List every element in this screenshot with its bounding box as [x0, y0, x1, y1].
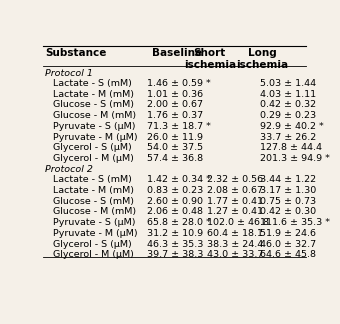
Text: Glucose - S (mM): Glucose - S (mM) — [52, 197, 134, 206]
Text: Protocol 2: Protocol 2 — [45, 165, 93, 174]
Text: 1.76 ± 0.37: 1.76 ± 0.37 — [147, 111, 203, 120]
Text: 46.0 ± 32.7: 46.0 ± 32.7 — [260, 239, 316, 249]
Text: 65.8 ± 28.0 *: 65.8 ± 28.0 * — [147, 218, 210, 227]
Text: 2.08 ± 0.67: 2.08 ± 0.67 — [207, 186, 263, 195]
Text: 102.0 ± 46.8: 102.0 ± 46.8 — [207, 218, 269, 227]
Text: 0.42 ± 0.30: 0.42 ± 0.30 — [260, 207, 316, 216]
Text: 92.9 ± 40.2 *: 92.9 ± 40.2 * — [260, 122, 324, 131]
Text: Long
ischemia: Long ischemia — [236, 48, 289, 70]
Text: 43.0 ± 33.7: 43.0 ± 33.7 — [207, 250, 264, 259]
Text: 1.77 ± 0.41: 1.77 ± 0.41 — [207, 197, 263, 206]
Text: 1.27 ± 0.41: 1.27 ± 0.41 — [207, 207, 263, 216]
Text: Glycerol - M (μM): Glycerol - M (μM) — [52, 250, 133, 259]
Text: 1.42 ± 0.34 *: 1.42 ± 0.34 * — [147, 175, 210, 184]
Text: 3.17 ± 1.30: 3.17 ± 1.30 — [260, 186, 316, 195]
Text: Glycerol - S (μM): Glycerol - S (μM) — [52, 144, 131, 152]
Text: 0.83 ± 0.23: 0.83 ± 0.23 — [147, 186, 203, 195]
Text: 0.29 ± 0.23: 0.29 ± 0.23 — [260, 111, 316, 120]
Text: 51.9 ± 24.6: 51.9 ± 24.6 — [260, 229, 316, 238]
Text: 1.46 ± 0.59 *: 1.46 ± 0.59 * — [147, 79, 210, 88]
Text: 3.44 ± 1.22: 3.44 ± 1.22 — [260, 175, 316, 184]
Text: 71.3 ± 18.7 *: 71.3 ± 18.7 * — [147, 122, 210, 131]
Text: Lactate - S (mM): Lactate - S (mM) — [52, 175, 131, 184]
Text: Baseline: Baseline — [152, 48, 202, 58]
Text: 54.0 ± 37.5: 54.0 ± 37.5 — [147, 144, 203, 152]
Text: Glycerol - S (μM): Glycerol - S (μM) — [52, 239, 131, 249]
Text: 38.3 ± 24.4: 38.3 ± 24.4 — [207, 239, 264, 249]
Text: 1.01 ± 0.36: 1.01 ± 0.36 — [147, 90, 203, 99]
Text: 26.0 ± 11.9: 26.0 ± 11.9 — [147, 133, 203, 142]
Text: 2.60 ± 0.90: 2.60 ± 0.90 — [147, 197, 203, 206]
Text: 31.2 ± 10.9: 31.2 ± 10.9 — [147, 229, 203, 238]
Text: 46.3 ± 35.3: 46.3 ± 35.3 — [147, 239, 203, 249]
Text: 2.06 ± 0.48: 2.06 ± 0.48 — [147, 207, 203, 216]
Text: Glucose - M (mM): Glucose - M (mM) — [52, 111, 136, 120]
Text: 2.32 ± 0.56: 2.32 ± 0.56 — [207, 175, 263, 184]
Text: 0.42 ± 0.32: 0.42 ± 0.32 — [260, 100, 316, 110]
Text: 127.8 ± 44.4: 127.8 ± 44.4 — [260, 144, 322, 152]
Text: Lactate - S (mM): Lactate - S (mM) — [52, 79, 131, 88]
Text: 60.4 ± 18.1: 60.4 ± 18.1 — [207, 229, 263, 238]
Text: Pyruvate - M (μM): Pyruvate - M (μM) — [52, 229, 137, 238]
Text: 201.3 ± 94.9 *: 201.3 ± 94.9 * — [260, 154, 330, 163]
Text: 0.75 ± 0.73: 0.75 ± 0.73 — [260, 197, 316, 206]
Text: 64.6 ± 45.8: 64.6 ± 45.8 — [260, 250, 316, 259]
Text: 57.4 ± 36.8: 57.4 ± 36.8 — [147, 154, 203, 163]
Text: Short
ischemia: Short ischemia — [184, 48, 236, 70]
Text: Glucose - M (mM): Glucose - M (mM) — [52, 207, 136, 216]
Text: 5.03 ± 1.44: 5.03 ± 1.44 — [260, 79, 316, 88]
Text: Lactate - M (mM): Lactate - M (mM) — [52, 186, 134, 195]
Text: 39.7 ± 38.3: 39.7 ± 38.3 — [147, 250, 203, 259]
Text: Protocol 1: Protocol 1 — [45, 69, 93, 78]
Text: Pyruvate - S (μM): Pyruvate - S (μM) — [52, 218, 135, 227]
Text: 111.6 ± 35.3 *: 111.6 ± 35.3 * — [260, 218, 330, 227]
Text: Pyruvate - M (μM): Pyruvate - M (μM) — [52, 133, 137, 142]
Text: 2.00 ± 0.67: 2.00 ± 0.67 — [147, 100, 203, 110]
Text: 4.03 ± 1.11: 4.03 ± 1.11 — [260, 90, 316, 99]
Text: 33.7 ± 26.2: 33.7 ± 26.2 — [260, 133, 316, 142]
Text: Glucose - S (mM): Glucose - S (mM) — [52, 100, 134, 110]
Text: Substance: Substance — [45, 48, 106, 58]
Text: Lactate - M (mM): Lactate - M (mM) — [52, 90, 134, 99]
Text: Glycerol - M (μM): Glycerol - M (μM) — [52, 154, 133, 163]
Text: Pyruvate - S (μM): Pyruvate - S (μM) — [52, 122, 135, 131]
